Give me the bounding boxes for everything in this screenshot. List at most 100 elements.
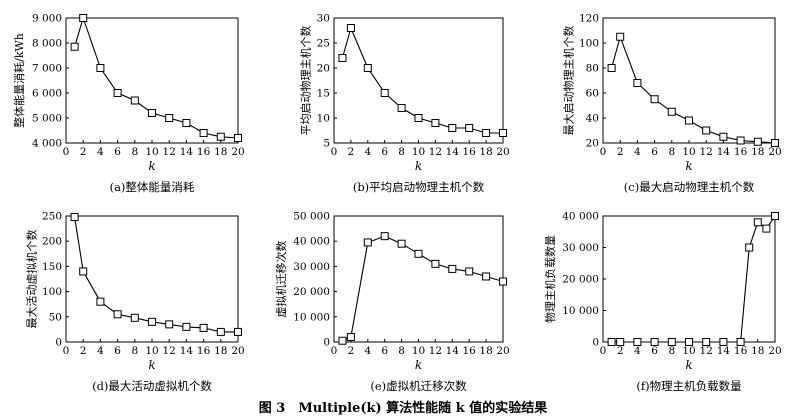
plot-frame (333, 215, 504, 343)
y-tick-label: 60 (586, 88, 599, 100)
y-tick-label: 30 000 (562, 242, 599, 254)
x-tick-label: 12 (429, 146, 442, 158)
x-tick-label: 14 (717, 146, 731, 158)
data-point (633, 79, 642, 87)
series-line (341, 26, 503, 134)
series-line (74, 16, 239, 139)
panel-caption: (f)物理主机负载数量 (636, 379, 741, 393)
y-tick-label: 100 (579, 38, 599, 50)
x-tick-label: 16 (734, 146, 748, 158)
data-point (719, 132, 728, 141)
data-point (771, 139, 779, 147)
y-tick-label: 10 (317, 113, 330, 125)
x-tick-label: 0 (600, 146, 607, 158)
x-tick-label: 10 (145, 146, 158, 158)
y-tick-label: 50 (49, 311, 62, 323)
data-point (165, 114, 174, 122)
data-point (685, 338, 693, 346)
x-tick-label: 10 (682, 345, 695, 357)
panel-caption: (e)虚拟机迁移次数 (370, 379, 467, 393)
x-tick-label: 6 (651, 345, 658, 357)
chart-panel-2: 0 2 4 6 8 10 12 14 16 18 20 5 10 15 20 25 30 k 平均启动物理主机个数 (… (299, 13, 510, 195)
x-tick-label: 16 (734, 345, 748, 357)
data-point (130, 96, 139, 105)
x-tick-label: 2 (80, 146, 87, 158)
data-point (702, 126, 711, 135)
data-point (96, 297, 105, 306)
data-point (616, 338, 625, 346)
data-point (482, 129, 491, 137)
chart-panel-4: 0 2 4 6 8 10 12 14 16 18 20050100150200250k最大活动虚拟机… (24, 211, 244, 394)
data-point (482, 272, 491, 281)
x-tick-label: 0 (63, 146, 70, 158)
x-tick-label: 20 (231, 345, 244, 357)
y-tick-label: 25 (317, 38, 330, 50)
data-point (363, 238, 372, 247)
y-tick-label: 9 000 (32, 13, 62, 25)
x-tick-label: 16 (197, 146, 211, 158)
x-tick-label: 4 (634, 345, 641, 357)
y-tick-label: 150 (42, 261, 62, 273)
data-point (216, 327, 225, 336)
y-tick-label: 120 (579, 13, 599, 25)
data-point (346, 332, 355, 341)
data-point (397, 104, 406, 112)
panel-caption: (d)最大活动虚拟机个数 (92, 379, 212, 393)
x-tick-label: 20 (231, 146, 244, 158)
x-tick-label: 4 (97, 345, 104, 357)
data-point (607, 64, 616, 72)
y-axis-label: 平均启动物理主机个数 (299, 26, 313, 136)
x-tick-label: 12 (163, 345, 176, 357)
x-tick-label: 14 (180, 146, 194, 158)
y-tick-label: 0 (55, 337, 62, 349)
plot-frame (602, 215, 776, 343)
data-point (182, 119, 191, 127)
data-point (363, 64, 372, 72)
y-axis-label: 整体能量消耗/kWh (12, 33, 26, 128)
y-tick-label: 40 (586, 113, 599, 125)
panel-caption: (a)整体能量消耗 (110, 180, 195, 194)
y-tick-label: 0 (592, 337, 599, 349)
data-point (685, 116, 693, 125)
y-tick-label: 20 000 (293, 286, 330, 298)
x-tick-label: 16 (463, 345, 477, 357)
series-line (342, 235, 504, 342)
x-tick-label: 4 (634, 146, 641, 158)
data-point (719, 338, 728, 346)
x-tick-label: 6 (651, 146, 658, 158)
data-point (667, 338, 676, 346)
data-point (234, 134, 242, 142)
x-tick-label: 6 (381, 345, 388, 357)
x-tick-label: 2 (348, 146, 355, 158)
x-tick-label: 16 (197, 345, 211, 357)
data-point (70, 213, 79, 222)
y-tick-label: 20 000 (562, 274, 599, 286)
y-tick-label: 40 000 (562, 211, 599, 223)
data-point (702, 338, 711, 346)
x-tick-label: 20 (496, 345, 509, 357)
data-point (216, 132, 225, 141)
y-tick-label: 100 (42, 286, 62, 298)
y-tick-label: 200 (42, 236, 62, 248)
data-point (465, 124, 474, 132)
x-tick-label: 16 (463, 146, 477, 158)
x-tick-label: 18 (479, 146, 492, 158)
x-tick-label: 8 (668, 345, 675, 357)
data-point (165, 320, 174, 329)
data-point (431, 259, 440, 268)
x-tick-label: 8 (131, 345, 138, 357)
x-tick-label: 12 (163, 146, 176, 158)
y-axis-label: 虚拟机迁移次数 (274, 241, 288, 318)
data-point (431, 119, 440, 127)
data-point (79, 267, 88, 276)
x-tick-label: 18 (214, 345, 227, 357)
data-point (753, 137, 762, 146)
data-point (762, 224, 771, 233)
x-tick-label: 14 (180, 345, 194, 357)
y-tick-label: 4 000 (32, 138, 62, 150)
x-tick-label: 2 (348, 345, 355, 357)
data-point (499, 277, 507, 286)
y-axis-label: 最大启动物理主机个数 (561, 26, 575, 136)
